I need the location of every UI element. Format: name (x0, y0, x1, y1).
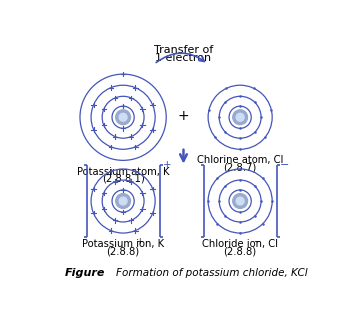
Text: Chlorine atom, Cl: Chlorine atom, Cl (197, 156, 283, 165)
Circle shape (119, 113, 127, 121)
Circle shape (116, 110, 131, 124)
Text: 1 electron: 1 electron (155, 53, 212, 63)
Text: Potassium ion, K: Potassium ion, K (82, 239, 164, 249)
Text: Formation of potassium chloride, KCl: Formation of potassium chloride, KCl (103, 268, 308, 278)
Text: −: − (280, 160, 289, 170)
Text: +: + (178, 109, 189, 123)
Circle shape (233, 194, 247, 208)
Text: Chloride ion, Cl: Chloride ion, Cl (202, 239, 278, 249)
Circle shape (233, 110, 247, 124)
Text: (2.8.8.1): (2.8.8.1) (102, 174, 145, 184)
Text: Potassium atom, K: Potassium atom, K (77, 166, 169, 177)
Text: (2.8.7): (2.8.7) (223, 163, 257, 173)
Text: Transfer of: Transfer of (154, 44, 213, 54)
Text: +: + (137, 237, 143, 246)
Text: (2.8.8): (2.8.8) (224, 247, 257, 257)
Circle shape (236, 113, 244, 121)
Text: Figure: Figure (65, 268, 106, 278)
Circle shape (116, 194, 131, 208)
Circle shape (119, 197, 127, 205)
Text: (2.8.8): (2.8.8) (107, 247, 140, 257)
FancyArrowPatch shape (156, 53, 204, 63)
Text: −: − (253, 237, 259, 246)
Circle shape (236, 197, 244, 205)
Text: +: + (163, 160, 171, 170)
